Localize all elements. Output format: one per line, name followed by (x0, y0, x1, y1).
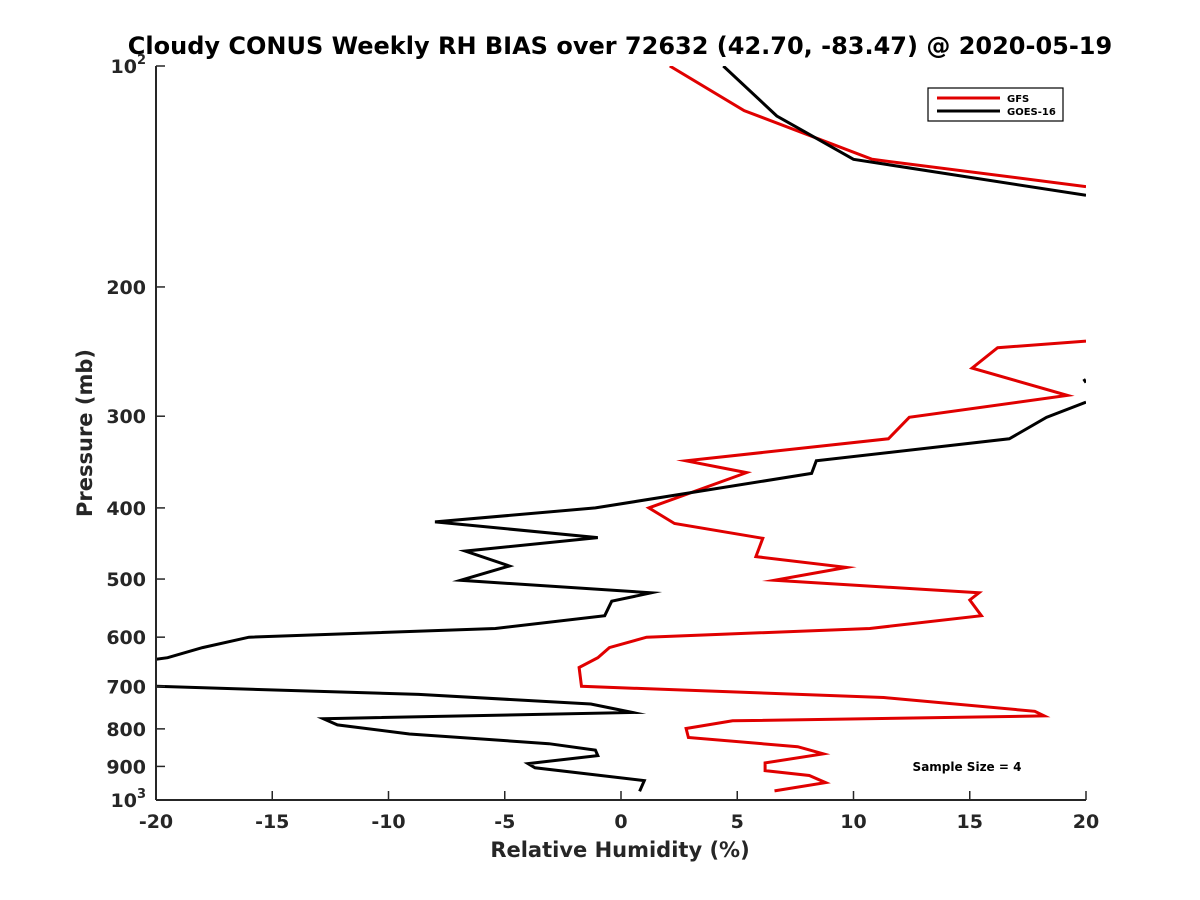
series-line-gfs (577, 66, 1086, 793)
y-tick-label: 600 (106, 627, 146, 649)
legend: GFS GOES-16 (927, 87, 1064, 122)
y-tick-label: 300 (106, 406, 146, 428)
y-tick-label: 500 (106, 569, 146, 591)
legend-label-goes-16: GOES-16 (1007, 107, 1056, 118)
y-tick-label: 102 (111, 53, 147, 78)
x-tick-label: 15 (957, 811, 983, 833)
x-tick-label: -10 (371, 811, 405, 833)
series-line-goes-16 (156, 66, 1086, 792)
x-tick-label: -20 (139, 811, 173, 833)
x-tick-label: -5 (494, 811, 515, 833)
x-tick-label: 0 (614, 811, 627, 833)
y-tick-label: 103 (111, 787, 147, 812)
y-tick-label: 900 (106, 756, 146, 778)
y-tick-label: 200 (106, 277, 146, 299)
y-tick-base: 10 (111, 56, 137, 78)
legend-label-gfs: GFS (1007, 94, 1029, 105)
x-tick-label: 5 (731, 811, 744, 833)
y-tick-label: 800 (106, 719, 146, 741)
x-tick-label: -15 (255, 811, 289, 833)
y-tick-base: 10 (111, 790, 137, 812)
chart-title: Cloudy CONUS Weekly RH BIAS over 72632 (… (128, 32, 1112, 60)
y-axis-label: Pressure (mb) (73, 349, 97, 517)
y-tick-label: 400 (106, 498, 146, 520)
sample-size-annotation: Sample Size = 4 (913, 760, 1022, 774)
plot-area: -20 -15 -10 -5 0 5 10 15 20102200300400500600700… (106, 53, 1099, 833)
y-tick-exponent: 3 (137, 787, 146, 802)
x-tick-label: 10 (840, 811, 866, 833)
series-lines (156, 66, 1086, 793)
x-axis-label: Relative Humidity (%) (490, 838, 749, 862)
y-tick-label: 700 (106, 676, 146, 698)
y-tick-exponent: 2 (137, 53, 146, 68)
x-tick-label: 20 (1073, 811, 1099, 833)
legend-box (927, 87, 1064, 122)
